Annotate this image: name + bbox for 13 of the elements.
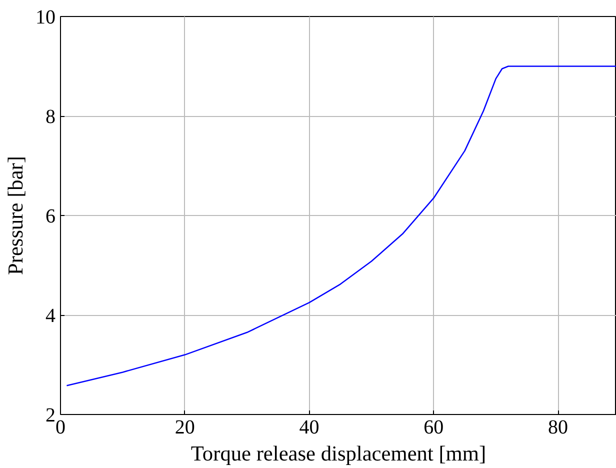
- x-tick-label: 40: [299, 416, 320, 438]
- x-tick-label: 0: [56, 416, 66, 438]
- x-tick-label: 60: [424, 416, 444, 438]
- y-tick-label: 6: [46, 206, 56, 228]
- y-tick-label: 10: [36, 6, 56, 28]
- y-tick-label: 4: [46, 305, 56, 327]
- y-tick-label: 8: [46, 106, 56, 128]
- x-axis-title: Torque release displacement [mm]: [190, 442, 486, 466]
- y-tick-label: 2: [46, 404, 56, 426]
- y-axis-title: Pressure [bar]: [4, 156, 28, 276]
- line-series: [66, 66, 616, 386]
- x-tick-label: 20: [174, 416, 195, 438]
- x-tick-label: 80: [548, 416, 568, 438]
